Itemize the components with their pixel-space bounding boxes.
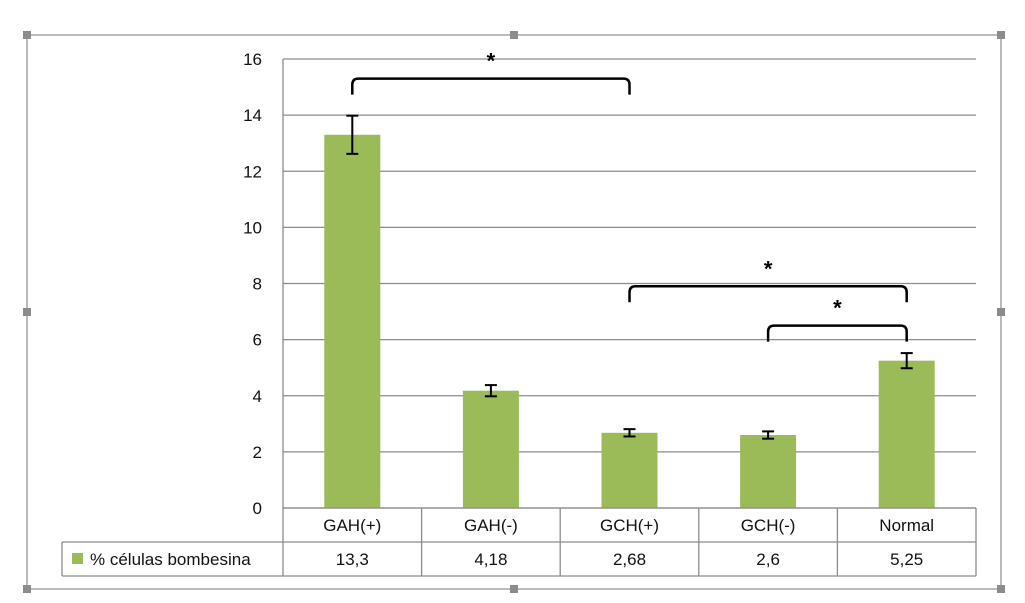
y-axis-ticks: 0 2 4 6 8 10 12 14 16 bbox=[243, 50, 262, 518]
x-tick-label: GCH(-) bbox=[741, 516, 796, 535]
y-tick-label: 8 bbox=[253, 275, 262, 294]
y-tick-label: 2 bbox=[253, 443, 262, 462]
selection-handles[interactable] bbox=[23, 31, 1005, 593]
significance-star: * bbox=[487, 49, 496, 74]
data-table: GAH(+) GAH(-) GCH(+) GCH(-) Normal 13,3 4,18 2,… bbox=[61, 507, 977, 577]
significance-bracket bbox=[628, 285, 908, 303]
significance-star: * bbox=[764, 256, 773, 281]
resize-handle-2[interactable] bbox=[997, 31, 1005, 39]
significance-bracket bbox=[766, 324, 908, 342]
data-label: 5,25 bbox=[890, 550, 923, 569]
bar bbox=[462, 390, 519, 508]
data-label: 13,3 bbox=[336, 550, 369, 569]
legend-label: % células bombesina bbox=[90, 550, 251, 569]
data-label: 2,68 bbox=[613, 550, 646, 569]
bar bbox=[878, 360, 935, 508]
x-tick-label: Normal bbox=[879, 516, 934, 535]
y-tick-label: 4 bbox=[253, 387, 262, 406]
legend-key bbox=[72, 553, 83, 564]
bar bbox=[601, 432, 658, 508]
data-label: 4,18 bbox=[474, 550, 507, 569]
significance-bracket bbox=[351, 77, 631, 95]
y-tick-label: 14 bbox=[243, 106, 262, 125]
resize-handle-5[interactable] bbox=[23, 585, 31, 593]
x-tick-label: GAH(-) bbox=[464, 516, 518, 535]
y-tick-label: 10 bbox=[243, 218, 262, 237]
gridlines bbox=[282, 58, 976, 509]
resize-handle-0[interactable] bbox=[23, 31, 31, 39]
resize-handle-3[interactable] bbox=[23, 308, 31, 316]
resize-handle-4[interactable] bbox=[997, 308, 1005, 316]
y-tick-label: 12 bbox=[243, 162, 262, 181]
bar bbox=[740, 435, 797, 508]
bar bbox=[324, 134, 381, 509]
y-tick-label: 0 bbox=[253, 499, 262, 518]
x-tick-label: GCH(+) bbox=[600, 516, 659, 535]
data-label: 2,6 bbox=[756, 550, 780, 569]
resize-handle-1[interactable] bbox=[510, 31, 518, 39]
resize-handle-7[interactable] bbox=[997, 585, 1005, 593]
significance-star: * bbox=[833, 296, 842, 321]
error-bars bbox=[346, 114, 913, 440]
significance-brackets: * * * bbox=[351, 49, 908, 342]
resize-handle-6[interactable] bbox=[510, 585, 518, 593]
y-tick-label: 6 bbox=[253, 331, 262, 350]
y-tick-label: 16 bbox=[243, 50, 262, 69]
bars bbox=[324, 134, 935, 509]
x-tick-label: GAH(+) bbox=[323, 516, 381, 535]
